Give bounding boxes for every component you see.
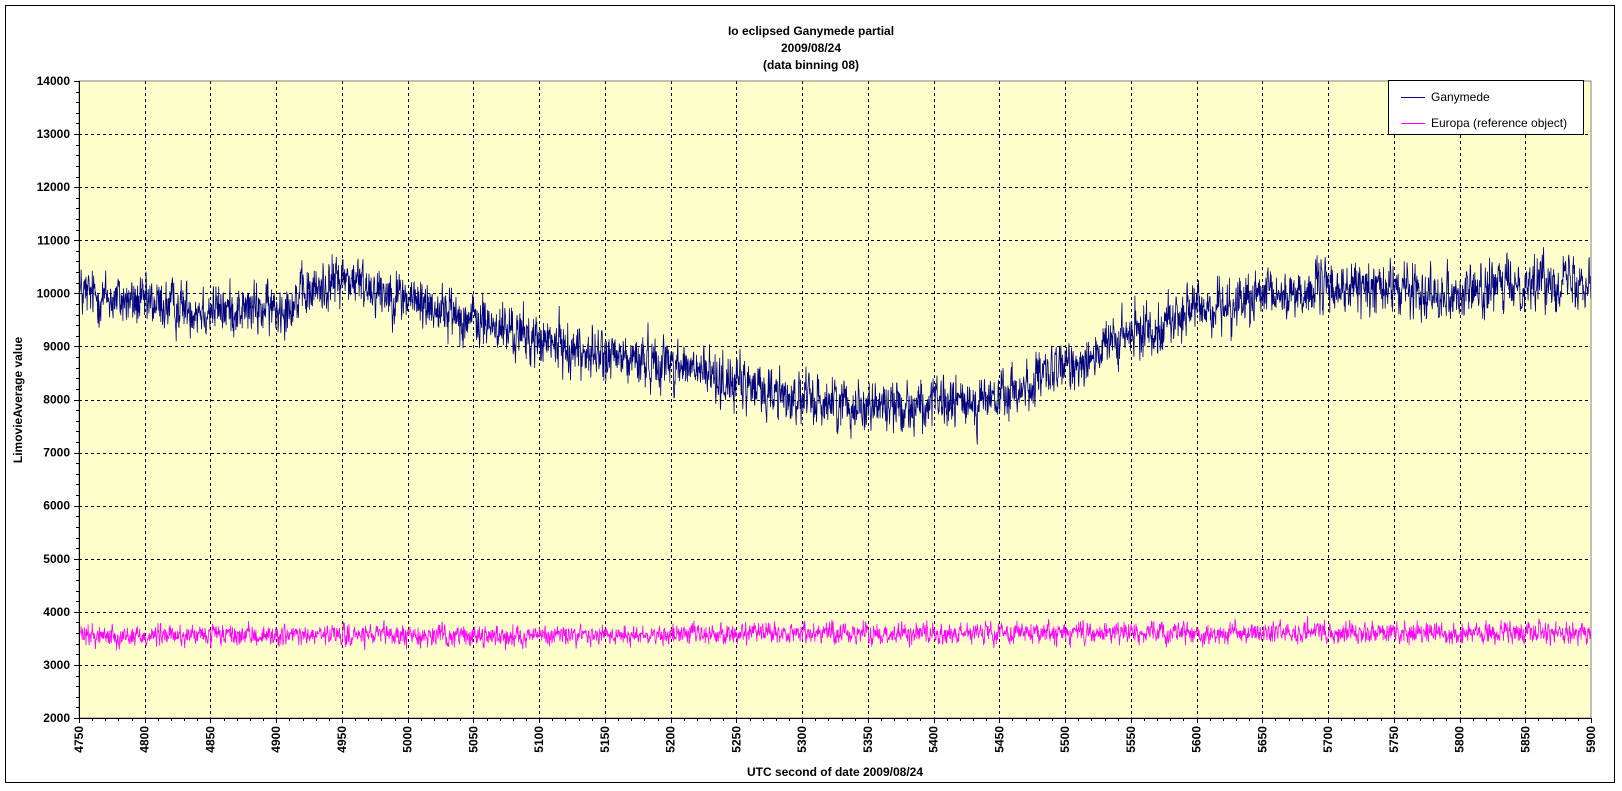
y-tick-label: 9000 [43,339,70,353]
legend-label-europa: Europa (reference object) [1431,116,1568,130]
series-line-europa [78,615,1592,651]
x-tick-label: 5100 [532,726,546,753]
y-tick-label: 12000 [37,180,71,194]
y-tick-label: 7000 [43,446,70,460]
x-tick-label: 4850 [203,726,217,753]
y-tick-label: 5000 [43,552,70,566]
legend-item-ganymede: Ganymede [1401,89,1490,105]
y-tick-label: 14000 [37,74,71,88]
x-tick-label: 5200 [664,726,678,753]
x-tick-label: 5150 [598,726,612,753]
grid-layer [79,81,1591,718]
x-tick-label: 5350 [861,726,875,753]
y-tick-label: 13000 [37,127,71,141]
y-tick-label: 11000 [37,233,70,247]
x-tick-label: 5450 [992,726,1006,753]
x-tick-label: 5850 [1518,726,1532,753]
series-line-ganymede [78,247,1592,445]
x-tick-label: 4900 [269,726,283,753]
x-tick-label: 5000 [401,726,415,753]
x-tick-label: 5550 [1124,726,1138,753]
legend-item-europa: Europa (reference object) [1401,115,1567,131]
chart-title-line-1: Io eclipsed Ganymede partial [727,24,895,38]
x-tick-label: 5600 [1190,726,1204,753]
legend-swatch-ganymede [1401,96,1425,98]
y-tick-label: 6000 [43,499,70,513]
legend: Ganymede Europa (reference object) [1388,80,1584,135]
y-tick-label: 10000 [37,286,71,300]
x-tick-label: 5400 [927,726,941,753]
axis-layer: 2000 3000 4000 5000 6000 7000 8000 9000 10000 110… [37,74,1598,753]
plot-area [79,81,1591,718]
x-tick-label: 5900 [1584,726,1598,753]
chart-title-line-3: (data binning 08) [763,58,859,72]
legend-label-ganymede: Ganymede [1431,90,1490,104]
x-tick-label: 4800 [138,726,152,753]
y-axis-label: LimovieAverage value [11,337,25,464]
legend-swatch-europa [1401,122,1425,124]
y-tick-label: 2000 [43,711,70,725]
x-tick-label: 5300 [795,726,809,753]
y-tick-label: 4000 [43,605,70,619]
x-tick-label: 5650 [1255,726,1269,753]
y-tick-label: 8000 [43,393,70,407]
x-tick-label: 5050 [466,726,480,753]
chart-title-line-2: 2009/08/24 [780,41,842,55]
chart-title: Io eclipsed Ganymede partial 2009/08/24 … [0,23,1622,74]
x-tick-label: 4750 [72,726,86,753]
x-tick-label: 5250 [729,726,743,753]
x-tick-label: 5800 [1453,726,1467,753]
series-layer [78,247,1592,651]
y-tick-label: 3000 [43,658,70,672]
x-tick-label: 5700 [1321,726,1335,753]
x-tick-label: 5500 [1058,726,1072,753]
x-tick-label: 5750 [1387,726,1401,753]
x-tick-label: 4950 [335,726,349,753]
x-axis-label: UTC second of date 2009/08/24 [747,765,923,779]
